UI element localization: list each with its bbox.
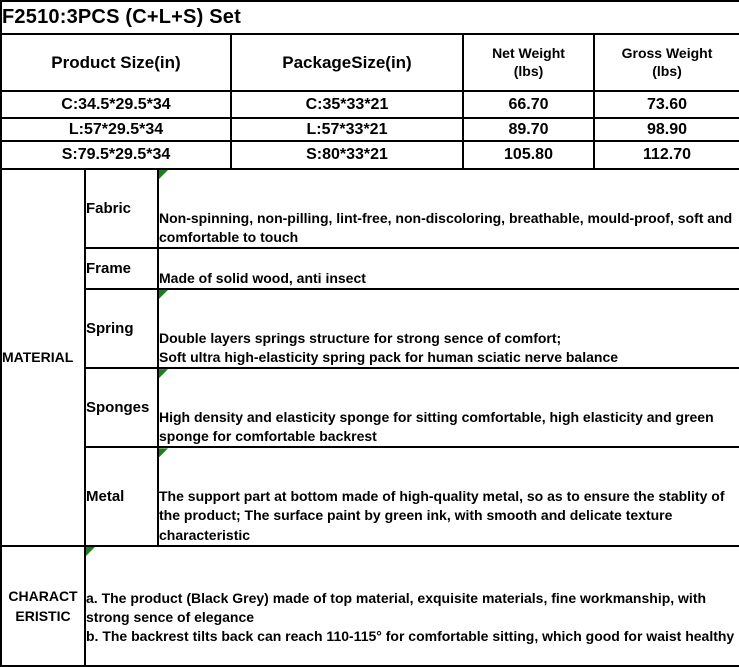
package-size-cell: C:35*33*21: [230, 90, 464, 119]
material-section-label: MATERIAL: [0, 168, 86, 547]
col-header-package-size: PackageSize(in): [230, 33, 464, 92]
comment-marker-icon: [87, 547, 95, 556]
material-text-cell: High density and elasticity sponge for s…: [157, 367, 739, 449]
material-row-sponges: Sponges High density and elasticity spon…: [1, 367, 739, 449]
material-text: Made of solid wood, anti insect: [159, 269, 366, 286]
comment-marker-icon: [160, 370, 168, 379]
characteristic-section-label: CHARACTERISTIC: [0, 544, 86, 667]
gross-weight-cell: 98.90: [593, 117, 739, 142]
material-name-cell: Fabric: [84, 167, 159, 250]
material-name-cell: Spring: [84, 287, 159, 370]
package-size-cell: L:57*33*21: [230, 117, 464, 142]
net-weight-cell: 105.80: [462, 140, 595, 170]
gross-weight-label: Gross Weight: [621, 45, 713, 61]
net-weight-cell: 66.70: [462, 90, 595, 119]
net-weight-cell: 89.70: [462, 117, 595, 142]
product-size-cell: L:57*29.5*34: [0, 117, 232, 142]
characteristic-text-cell: a. The product (Black Grey) made of top …: [84, 544, 739, 667]
package-size-cell: S:80*33*21: [230, 140, 464, 170]
comment-marker-icon: [160, 449, 168, 458]
material-name-cell: Metal: [84, 446, 159, 547]
gross-weight-cell: 112.70: [593, 140, 739, 170]
material-name-cell: Frame: [84, 247, 159, 290]
size-row-loveseat: L:57*29.5*34 L:57*33*21 89.70 98.90: [0, 117, 739, 142]
size-row-sofa: S:79.5*29.5*34 S:80*33*21 105.80 112.70: [0, 140, 739, 170]
product-size-cell: S:79.5*29.5*34: [0, 140, 232, 170]
material-text-cell: The support part at bottom made of high-…: [157, 446, 739, 547]
col-header-product-size: Product Size(in): [0, 33, 232, 92]
col-header-gross-weight: Gross Weight (lbs): [593, 33, 739, 92]
material-text-cell: Double layers springs structure for stro…: [157, 287, 739, 370]
material-text: Double layers springs structure for stro…: [159, 329, 619, 365]
comment-marker-icon: [160, 171, 168, 179]
title-row: F2510:3PCS (C+L+S) Set: [0, 0, 739, 35]
material-row-metal: Metal The support part at bottom made of…: [1, 446, 739, 547]
material-text-cell: Made of solid wood, anti insect: [157, 247, 739, 290]
net-weight-label: Net Weight: [492, 45, 565, 61]
gross-weight-unit: (lbs): [652, 62, 682, 79]
material-row-frame: Frame Made of solid wood, anti insect: [1, 247, 739, 290]
material-name-cell: Sponges: [84, 367, 159, 449]
gross-weight-cell: 73.60: [593, 90, 739, 119]
material-text-cell: Non-spinning, non-pilling, lint-free, no…: [157, 167, 739, 250]
col-header-net-weight: Net Weight (lbs): [462, 33, 595, 92]
material-text: High density and elasticity sponge for s…: [159, 408, 714, 445]
material-text: The support part at bottom made of high-…: [159, 488, 725, 543]
size-row-chair: C:34.5*29.5*34 C:35*33*21 66.70 73.60: [0, 90, 739, 119]
characteristic-row: CHARACTERISTIC a. The product (Black Gre…: [0, 544, 739, 667]
characteristic-text: a. The product (Black Grey) made of top …: [86, 589, 735, 645]
material-row-spring: Spring Double layers springs structure f…: [1, 287, 739, 370]
net-weight-unit: (lbs): [513, 62, 544, 79]
comment-marker-icon: [160, 290, 168, 299]
product-size-cell: C:34.5*29.5*34: [0, 90, 232, 119]
material-row-fabric: MATERIAL Fabric Non-spinning, non-pillin…: [0, 167, 739, 547]
sheet-title: F2510:3PCS (C+L+S) Set: [0, 0, 739, 35]
material-text: Non-spinning, non-pilling, lint-free, no…: [159, 209, 733, 245]
header-row: Product Size(in) PackageSize(in) Net Wei…: [0, 33, 739, 92]
